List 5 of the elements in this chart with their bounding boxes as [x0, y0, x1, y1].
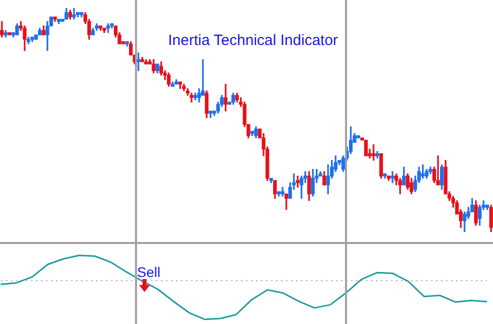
- annotation: Sell: [137, 264, 160, 280]
- text: Inertia Technical Indicator: [168, 32, 338, 49]
- candlestick: [390, 171, 394, 184]
- candlestick: [372, 144, 376, 161]
- candlestick: [436, 156, 440, 186]
